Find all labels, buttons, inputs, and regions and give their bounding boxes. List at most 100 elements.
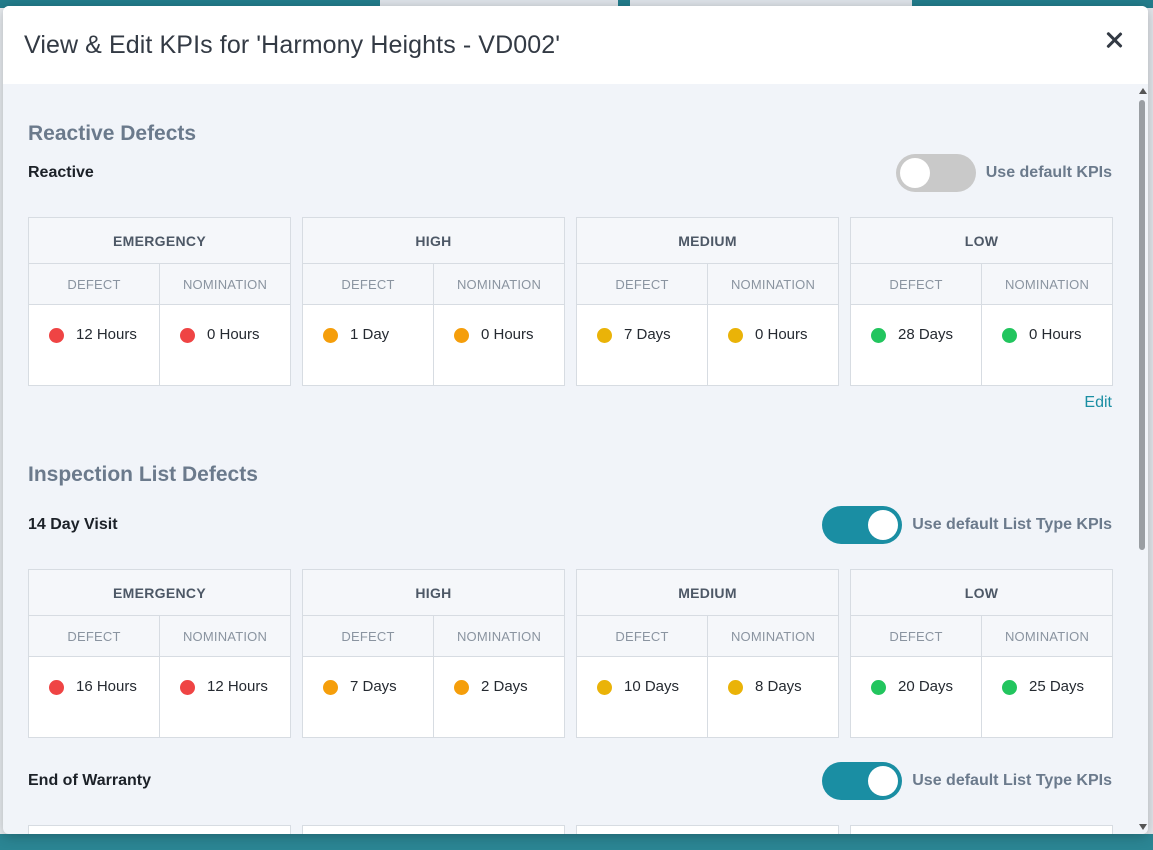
edit-link[interactable]: Edit [1084,394,1112,411]
toggle-default-list-kpis-end-warranty[interactable] [822,762,903,800]
priority-dot-icon [180,680,195,695]
background-panel [1147,8,1153,834]
kpi-values: 7 Days 2 Days [303,657,564,737]
priority-dot-icon [323,680,338,695]
toggle-label: Use default List Type KPIs [912,516,1112,533]
defect-value: 16 Hours [76,678,137,695]
scrollbar[interactable] [1136,84,1148,834]
kpi-grid-reactive: EMERGENCY DEFECT NOMINATION 12 Hours 0 Hours… [28,217,1113,386]
nomination-value: 2 Days [481,678,528,695]
kpi-subheader: DEFECT NOMINATION [29,616,290,657]
toggle-label: Use default List Type KPIs [912,772,1112,789]
priority-dot-icon [871,328,886,343]
defect-value-cell: 10 Days [577,657,708,737]
nomination-column-label: NOMINATION [1004,276,1090,292]
kpi-card-emergency: EMERGENCY DEFECT NOMINATION 12 Hours 0 Hours [28,217,291,386]
nomination-value: 0 Hours [1029,326,1082,343]
kpi-values: 7 Days 0 Hours [577,305,838,385]
defect-value-cell: 28 Days [851,305,982,385]
row-label-end-of-warranty: End of Warranty [28,772,151,789]
modal-body: Reactive Defects Reactive Use default KP… [3,84,1136,834]
nomination-column-label: NOMINATION [182,276,268,292]
kpi-card [28,825,291,834]
priority-header: MEDIUM [577,570,838,616]
kpi-card [850,825,1113,834]
nomination-value: 12 Hours [207,678,268,695]
priority-header: LOW [851,570,1112,616]
background-tab [630,0,912,6]
toggle-row-end-of-warranty: Use default List Type KPIs [822,762,1112,800]
background-footer [0,834,1153,850]
priority-dot-icon [180,328,195,343]
defect-value: 7 Days [350,678,397,695]
kpi-subheader: DEFECT NOMINATION [851,616,1112,657]
toggle-default-list-kpis-14-day[interactable] [822,506,903,544]
nomination-column-label: NOMINATION [182,628,268,644]
kpi-card-low: LOW DEFECT NOMINATION 28 Days 0 Hours [850,217,1113,386]
defect-value-cell: 7 Days [303,657,434,737]
kpi-grid-end-of-warranty [28,825,1113,834]
row-label-14-day-visit: 14 Day Visit [28,516,118,533]
nomination-value: 0 Hours [207,326,260,343]
kpi-modal: View & Edit KPIs for 'Harmony Heights - … [3,6,1148,834]
nomination-value: 25 Days [1029,678,1085,695]
kpi-card-high: HIGH DEFECT NOMINATION 7 Days 2 Days [302,569,565,738]
defect-value: 10 Days [624,678,680,695]
kpi-card-high: HIGH DEFECT NOMINATION 1 Day 0 Hours [302,217,565,386]
kpi-subheader: DEFECT NOMINATION [29,264,290,305]
defect-value-cell: 12 Hours [29,305,160,385]
modal-title: View & Edit KPIs for 'Harmony Heights - … [24,30,561,59]
close-icon[interactable] [1102,28,1126,52]
priority-dot-icon [1002,328,1017,343]
priority-header: HIGH [303,570,564,616]
toggle-row-14-day-visit: Use default List Type KPIs [822,506,1112,544]
kpi-subheader: DEFECT NOMINATION [303,264,564,305]
priority-dot-icon [323,328,338,343]
defect-value-cell: 7 Days [577,305,708,385]
defect-column-label: DEFECT [303,616,434,656]
kpi-subheader: DEFECT NOMINATION [851,264,1112,305]
priority-header: EMERGENCY [29,570,290,616]
kpi-subheader: DEFECT NOMINATION [577,264,838,305]
scroll-down-arrow-icon[interactable] [1139,824,1147,830]
nomination-value-cell: 0 Hours [160,305,290,385]
toggle-row-reactive: Use default KPIs [895,154,1112,192]
nomination-value-cell: 25 Days [982,657,1112,737]
toggle-default-kpis-reactive[interactable] [895,154,976,192]
kpi-card-medium: MEDIUM DEFECT NOMINATION 10 Days 8 Days [576,569,839,738]
toggle-knob [868,766,899,796]
priority-dot-icon [597,680,612,695]
nomination-value-cell: 2 Days [434,657,564,737]
kpi-values: 12 Hours 0 Hours [29,305,290,385]
kpi-subheader: DEFECT NOMINATION [303,616,564,657]
priority-dot-icon [454,680,469,695]
kpi-subheader: DEFECT NOMINATION [577,616,838,657]
nomination-value-cell: 0 Hours [982,305,1112,385]
defect-value: 12 Hours [76,326,137,343]
kpi-values: 10 Days 8 Days [577,657,838,737]
priority-dot-icon [728,680,743,695]
nomination-value: 0 Hours [481,326,534,343]
defect-value-cell: 1 Day [303,305,434,385]
kpi-card-medium: MEDIUM DEFECT NOMINATION 7 Days 0 Hours [576,217,839,386]
kpi-values: 16 Hours 12 Hours [29,657,290,737]
nomination-column-label: NOMINATION [456,628,542,644]
nomination-column-label: NOMINATION [456,276,542,292]
defect-value-cell: 16 Hours [29,657,160,737]
priority-dot-icon [728,328,743,343]
nomination-value-cell: 12 Hours [160,657,290,737]
defect-value: 1 Day [350,326,390,343]
section-title-reactive: Reactive Defects [28,122,197,145]
defect-column-label: DEFECT [851,264,982,304]
priority-dot-icon [49,328,64,343]
toggle-knob [899,158,930,188]
defect-value: 20 Days [898,678,954,695]
scroll-up-arrow-icon[interactable] [1139,88,1147,94]
nomination-value-cell: 0 Hours [434,305,564,385]
kpi-values: 20 Days 25 Days [851,657,1112,737]
scroll-thumb[interactable] [1139,100,1145,550]
nomination-column-label: NOMINATION [730,276,816,292]
defect-column-label: DEFECT [303,264,434,304]
nomination-value: 0 Hours [755,326,808,343]
defect-column-label: DEFECT [577,264,708,304]
